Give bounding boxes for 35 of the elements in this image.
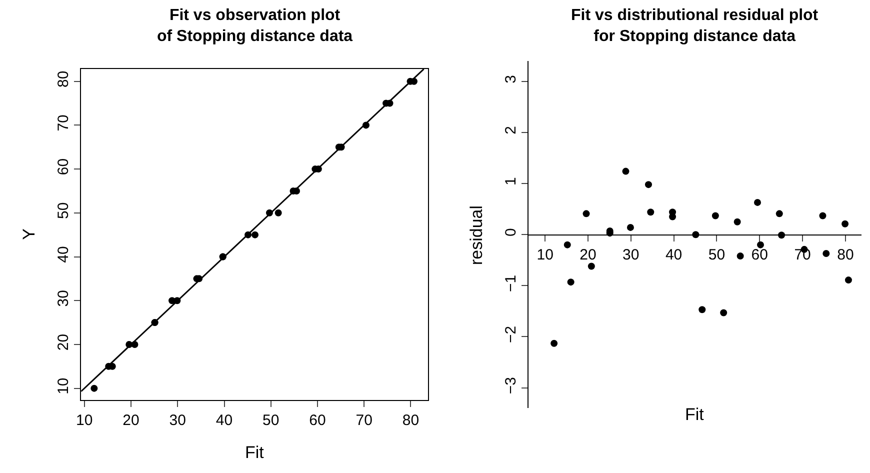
- y-tick-label: 10: [55, 378, 72, 394]
- x-tick-label: 20: [122, 412, 140, 430]
- y-tick-label: 80: [55, 70, 72, 88]
- y-axis-title: residual: [466, 205, 486, 266]
- x-tick-label: 20: [580, 246, 596, 264]
- x-tick-label: 10: [536, 246, 554, 264]
- x-axis-title: Fit: [245, 443, 264, 462]
- x-tick-label: 60: [309, 412, 326, 430]
- y-tick-label: −3: [502, 376, 520, 394]
- x-tick-label: 60: [751, 246, 768, 264]
- y-tick-label: −2: [502, 326, 520, 344]
- x-tick-label: 40: [665, 246, 682, 264]
- x-tick-label: 40: [216, 412, 233, 430]
- y-tick-label: 2: [502, 126, 520, 134]
- x-axis-title: Fit: [685, 405, 704, 424]
- y-tick-label: 20: [55, 334, 72, 351]
- x-tick-label: 30: [169, 412, 186, 430]
- y-tick-label: 30: [55, 290, 72, 307]
- x-tick-label: 80: [402, 412, 420, 430]
- x-tick-label: 80: [837, 246, 854, 264]
- x-tick-label: 50: [708, 246, 726, 264]
- y-tick-label: 3: [502, 75, 520, 84]
- chart-title: Fit vs distributional residual plot for Stopping distance data: [571, 7, 819, 45]
- x-tick-label: 50: [262, 412, 280, 430]
- y-tick-label: 1: [502, 177, 520, 186]
- x-tick-label: 10: [76, 412, 93, 430]
- y-axis-title: Y: [20, 228, 39, 240]
- x-tick-label: 70: [356, 412, 372, 430]
- y-tick-label: −1: [502, 274, 520, 292]
- y-tick-label: 50: [55, 202, 72, 219]
- x-tick-label: 30: [622, 246, 640, 264]
- y-tick-label: 70: [55, 114, 72, 132]
- y-tick-label: 0: [502, 228, 520, 237]
- chart-title: Fit vs observation plot of Stopping distance data: [157, 7, 353, 45]
- y-tick-label: 60: [55, 158, 72, 176]
